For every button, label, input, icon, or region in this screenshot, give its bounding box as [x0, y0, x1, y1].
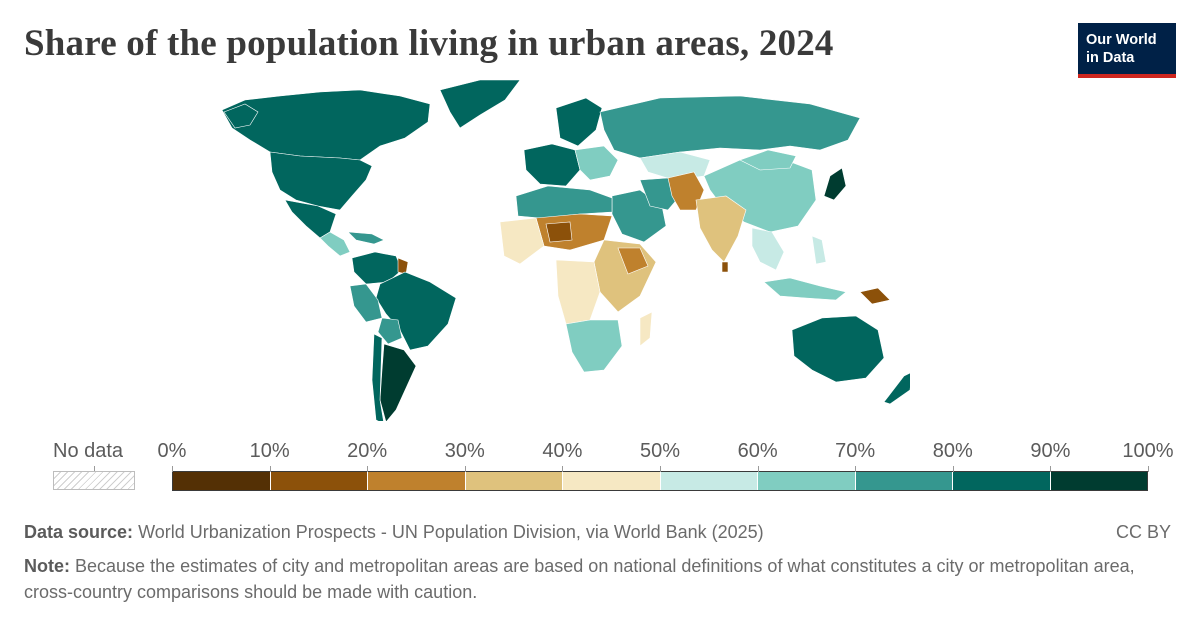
- region-india[interactable]: [695, 195, 747, 263]
- region-ethiopia[interactable]: [617, 247, 649, 275]
- note-text: Because the estimates of city and metrop…: [24, 556, 1135, 602]
- no-data-label: No data: [53, 440, 124, 462]
- legend-tick-label: 20%: [347, 440, 388, 462]
- region-russia[interactable]: [599, 95, 861, 159]
- region-eastern-europe[interactable]: [574, 145, 619, 181]
- legend-tick-label: 80%: [932, 440, 973, 462]
- region-united-states[interactable]: [269, 151, 373, 211]
- legend-tick-label: 70%: [835, 440, 876, 462]
- region-peru[interactable]: [349, 283, 383, 323]
- region-caribbean[interactable]: [347, 231, 385, 245]
- region-indonesia[interactable]: [763, 277, 847, 301]
- logo-line-2: in Data: [1086, 50, 1135, 66]
- license[interactable]: CC BY: [1115, 522, 1171, 542]
- region-central-america[interactable]: [319, 231, 351, 257]
- legend-bin-2[interactable]: [368, 472, 466, 490]
- region-greenland[interactable]: [439, 79, 521, 129]
- data-source: Data source: World Urbanization Prospect…: [24, 522, 764, 543]
- legend-tick-mark: [172, 466, 173, 472]
- no-data-tick: [94, 466, 95, 472]
- region-kazakhstan[interactable]: [639, 151, 711, 181]
- legend-tick-label: 40%: [542, 440, 583, 462]
- legend-bins: [172, 471, 1148, 491]
- legend-tick-mark: [757, 466, 759, 472]
- legend-tick-label: 60%: [737, 440, 778, 462]
- legend-tick-label: 10%: [249, 440, 290, 462]
- region-australia[interactable]: [791, 315, 885, 383]
- legend-tick-mark: [367, 466, 369, 472]
- region-guyana[interactable]: [397, 257, 409, 275]
- region-new-zealand[interactable]: [883, 372, 910, 405]
- region-west-africa[interactable]: [499, 217, 545, 265]
- legend-tick-mark: [855, 466, 857, 472]
- region-argentina[interactable]: [379, 343, 417, 421]
- region-madagascar[interactable]: [639, 311, 653, 347]
- region-scandinavia[interactable]: [555, 97, 603, 147]
- chart-title: Share of the population living in urban …: [24, 23, 834, 64]
- region-afghanistan-pakistan[interactable]: [667, 171, 705, 211]
- world-map: [221, 79, 910, 421]
- region-western-europe[interactable]: [523, 143, 581, 187]
- data-source-text[interactable]: World Urbanization Prospects - UN Popula…: [138, 522, 764, 542]
- legend-bin-5[interactable]: [660, 472, 758, 490]
- region-mongolia[interactable]: [739, 149, 797, 171]
- legend-bin-6[interactable]: [758, 472, 856, 490]
- legend-tick-label: 100%: [1122, 440, 1174, 462]
- legend-bin-1[interactable]: [270, 472, 368, 490]
- region-sahel[interactable]: [535, 213, 613, 251]
- legend-tick-label: 0%: [157, 440, 187, 462]
- legend-tick-mark: [952, 466, 954, 472]
- region-central-africa[interactable]: [555, 259, 601, 325]
- legend-tick-label: 30%: [444, 440, 485, 462]
- legend-bin-8[interactable]: [953, 472, 1051, 490]
- region-chile[interactable]: [371, 333, 384, 421]
- legend-bin-9[interactable]: [1050, 472, 1147, 490]
- owid-logo[interactable]: Our World in Data: [1078, 23, 1176, 78]
- region-sri-lanka[interactable]: [721, 261, 729, 273]
- region-brazil[interactable]: [375, 271, 457, 351]
- note: Note: Because the estimates of city and …: [24, 553, 1164, 605]
- region-colombia-venezuela[interactable]: [351, 251, 403, 285]
- legend-tick-mark: [1050, 466, 1052, 472]
- legend-bin-7[interactable]: [855, 472, 953, 490]
- legend-bin-4[interactable]: [563, 472, 661, 490]
- legend-tick-mark: [562, 466, 564, 472]
- region-southeast-asia[interactable]: [751, 227, 785, 271]
- legend-bin-3[interactable]: [465, 472, 563, 490]
- note-label: Note:: [24, 556, 70, 576]
- region-japan[interactable]: [823, 167, 847, 201]
- region-alaska[interactable]: [223, 103, 259, 129]
- data-source-label: Data source:: [24, 522, 134, 542]
- logo-line-1: Our World: [1086, 32, 1157, 48]
- no-data-swatch[interactable]: [53, 471, 135, 490]
- region-niger[interactable]: [545, 221, 573, 243]
- legend-tick-mark: [1148, 466, 1149, 472]
- legend-tick-mark: [269, 466, 271, 472]
- region-bolivia[interactable]: [377, 317, 403, 345]
- region-canada[interactable]: [221, 89, 431, 161]
- legend-tick-label: 50%: [639, 440, 681, 462]
- legend-bin-0[interactable]: [173, 472, 271, 490]
- region-philippines[interactable]: [811, 235, 827, 265]
- legend-tick-mark: [464, 466, 466, 472]
- region-southern-africa[interactable]: [565, 319, 623, 373]
- region-north-africa[interactable]: [515, 185, 613, 219]
- legend-tick-mark: [660, 466, 661, 472]
- region-papua-new-guinea[interactable]: [859, 287, 891, 305]
- legend-tick-label: 90%: [1030, 440, 1071, 462]
